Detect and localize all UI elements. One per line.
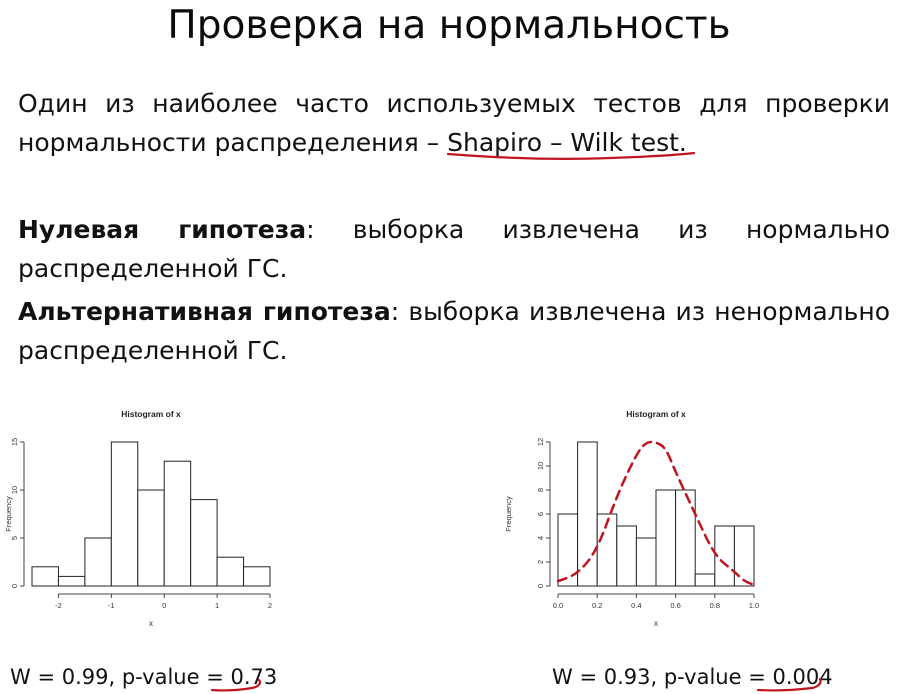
- y-tick-label: 12: [536, 438, 545, 446]
- y-tick-label: 5: [10, 536, 19, 540]
- histogram-bar: [675, 489, 696, 587]
- y-tick-label: 8: [536, 488, 545, 492]
- y-tick-label: 4: [536, 536, 545, 540]
- null-hypothesis-label: Нулевая гипотеза: [18, 215, 307, 244]
- alt-hypothesis-text: выборка извлечена из ненормально распред…: [18, 297, 890, 365]
- y-tick-label: 6: [536, 512, 545, 516]
- histogram-bar: [57, 575, 86, 587]
- test-name: Shapiro – Wilk test: [447, 128, 679, 157]
- histogram-bar: [110, 441, 139, 587]
- x-tick-label: -2: [55, 601, 62, 610]
- histogram-bar: [655, 489, 677, 587]
- y-tick-label: 0: [536, 584, 545, 588]
- histogram-bar: [84, 537, 112, 587]
- chart-title: Histogram of x: [121, 409, 181, 419]
- histogram-bar: [577, 441, 598, 587]
- x-tick-label: -1: [108, 601, 115, 610]
- intro-tail: .: [678, 128, 687, 157]
- histogram-bar: [163, 460, 192, 587]
- alt-hypothesis-label: Альтернативная гипотеза: [18, 297, 391, 326]
- x-axis-label: x: [149, 619, 153, 628]
- x-axis-label: x: [654, 619, 658, 628]
- stat-right-pvalue: 0.004: [772, 665, 833, 689]
- density-curve: [556, 440, 756, 587]
- intro-paragraph: Один из наиболее часто используемых тест…: [18, 84, 890, 162]
- y-tick-label: 15: [10, 438, 19, 446]
- null-hypothesis-text: выборка извлечена из нормально распредел…: [18, 215, 890, 283]
- y-tick-label: 2: [536, 560, 545, 564]
- null-hypothesis-paragraph: Нулевая гипотеза: выборка извлечена из н…: [18, 210, 890, 288]
- histogram-bar: [137, 489, 165, 587]
- y-tick-label: 10: [536, 462, 545, 470]
- histogram-bar: [733, 525, 755, 587]
- histogram-bar: [635, 537, 657, 587]
- x-tick-label: 0.6: [670, 601, 680, 610]
- y-tick-label: 10: [10, 486, 19, 494]
- alt-hypothesis-paragraph: Альтернативная гипотеза: выборка извлече…: [18, 292, 890, 370]
- histogram-bar: [616, 525, 637, 587]
- x-tick-label: 0.4: [631, 601, 641, 610]
- x-tick-label: 2: [268, 601, 272, 610]
- stat-right: W = 0.93, p-value = 0.004: [552, 664, 833, 690]
- y-tick-label: 0: [10, 584, 19, 588]
- y-axis-label: Frequency: [4, 496, 13, 532]
- null-hypothesis-sep: :: [306, 215, 315, 244]
- chart-title: Histogram of x: [626, 409, 686, 419]
- alt-hypothesis-sep: :: [390, 297, 400, 326]
- stat-right-prefix: W = 0.93, p-value =: [552, 665, 773, 689]
- histogram-bar: [694, 573, 716, 587]
- intro-text: Один из наиболее часто используемых тест…: [18, 89, 890, 157]
- x-tick-label: 1: [215, 601, 219, 610]
- x-tick-label: 0.0: [553, 601, 563, 610]
- stat-left-prefix: W = 0.99, p-value =: [10, 665, 231, 689]
- x-tick-label: 0.2: [592, 601, 602, 610]
- stat-left: W = 0.99, p-value = 0.73: [10, 664, 277, 690]
- slide-title: Проверка на нормальность: [167, 3, 731, 48]
- histogram-nonnormal: 0.0 0.2 0.4 0.6 0.8 1.0 0 2 4 6 8 10 12 Histogram of …: [504, 409, 759, 628]
- x-tick-label: 0.8: [710, 601, 720, 610]
- histogram-normal: -2 -1 0 1 2 0 5 10 15 Histogram of x x Frequency: [4, 409, 272, 628]
- stat-left-pvalue: 0.73: [230, 665, 278, 689]
- histogram-bar: [216, 556, 245, 587]
- x-tick-label: 1.0: [749, 601, 759, 610]
- histogram-bar: [243, 566, 271, 587]
- histogram-bar: [31, 566, 59, 587]
- histogram-bar: [190, 499, 218, 587]
- x-tick-label: 0: [162, 601, 166, 610]
- y-axis-label: Frequency: [504, 496, 513, 532]
